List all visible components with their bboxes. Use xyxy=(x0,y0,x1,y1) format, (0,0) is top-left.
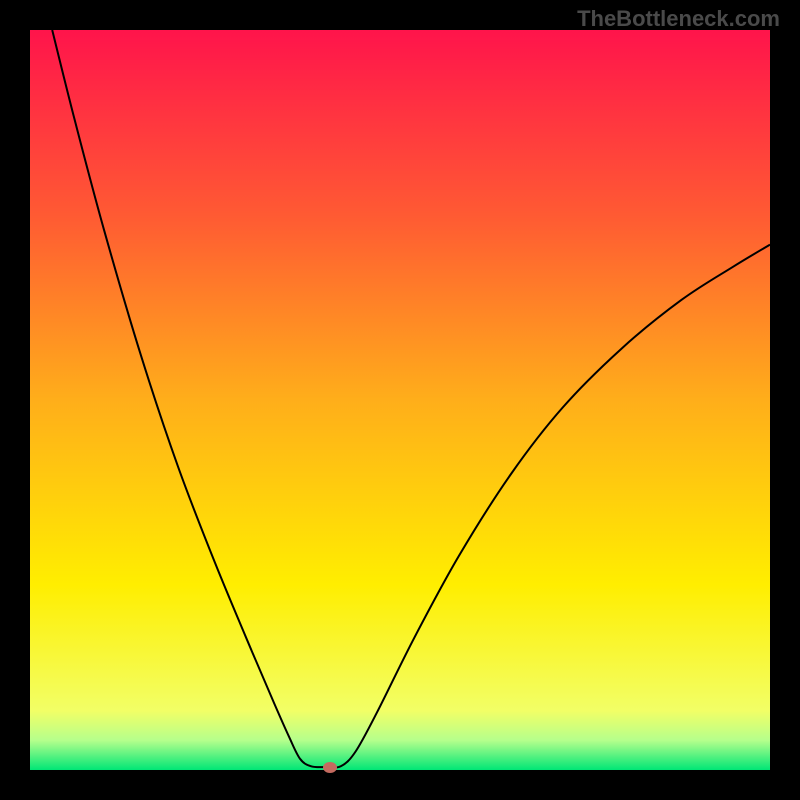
watermark-text: TheBottleneck.com xyxy=(577,6,780,32)
chart-container: TheBottleneck.com xyxy=(0,0,800,800)
curve-overlay xyxy=(0,0,800,800)
optimal-point-marker xyxy=(323,762,337,773)
bottleneck-curve xyxy=(52,30,770,768)
